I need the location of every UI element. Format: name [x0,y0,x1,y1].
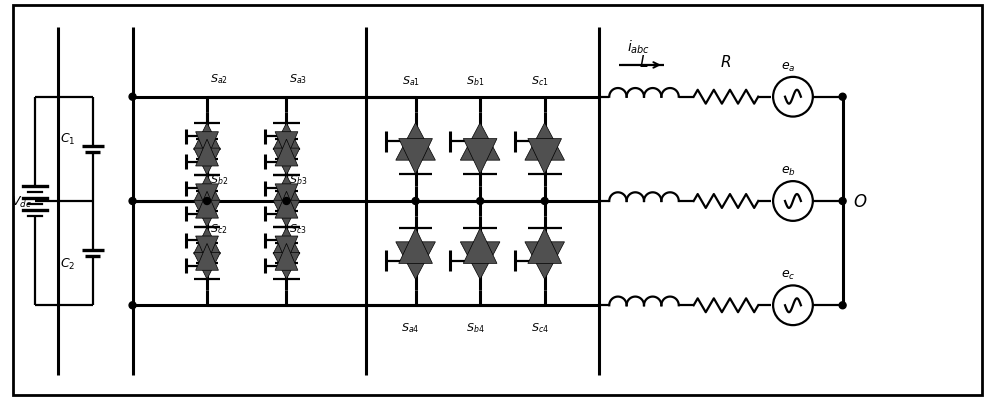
Polygon shape [399,139,432,174]
Circle shape [839,198,846,205]
Polygon shape [196,192,218,219]
Polygon shape [460,242,500,279]
Text: $O$: $O$ [853,192,867,211]
Polygon shape [196,132,218,159]
Text: $e_{b}$: $e_{b}$ [781,165,795,178]
Polygon shape [194,124,220,150]
Circle shape [283,198,290,205]
Polygon shape [275,237,298,263]
Polygon shape [196,244,218,271]
Polygon shape [273,253,300,279]
Text: $C_2$: $C_2$ [60,256,76,271]
Text: $R$: $R$ [720,54,732,70]
Circle shape [129,94,136,101]
Polygon shape [463,229,497,264]
Polygon shape [275,132,298,159]
Circle shape [204,198,211,205]
Polygon shape [273,124,300,150]
Text: $S_{a1}$: $S_{a1}$ [402,74,420,87]
Polygon shape [528,139,562,174]
Polygon shape [528,229,562,264]
Text: $V_{dc}$: $V_{dc}$ [11,194,32,209]
Polygon shape [525,124,565,161]
Polygon shape [275,184,298,211]
Text: $i_{abc}$: $i_{abc}$ [627,38,651,56]
Text: $L$: $L$ [639,54,649,70]
Text: $e_{c}$: $e_{c}$ [781,269,795,282]
Circle shape [129,302,136,309]
Text: $S_{b1}$: $S_{b1}$ [466,74,484,87]
Polygon shape [396,124,435,161]
Polygon shape [273,201,300,227]
Text: $e_{a}$: $e_{a}$ [781,61,795,74]
Polygon shape [194,149,220,176]
Polygon shape [460,124,500,161]
Text: $S_{c4}$: $S_{c4}$ [531,320,549,334]
Polygon shape [275,192,298,219]
Polygon shape [396,242,435,279]
Polygon shape [273,176,300,202]
Text: $S_{a2}$: $S_{a2}$ [210,72,228,85]
Text: $S_{a3}$: $S_{a3}$ [289,72,308,85]
Circle shape [541,198,548,205]
Polygon shape [194,176,220,202]
Circle shape [839,302,846,309]
Text: $C_1$: $C_1$ [60,132,76,147]
Polygon shape [196,184,218,211]
Polygon shape [525,242,565,279]
Polygon shape [273,149,300,176]
Polygon shape [194,253,220,279]
Circle shape [129,198,136,205]
Polygon shape [463,139,497,174]
Polygon shape [273,227,300,254]
Text: $S_{b4}$: $S_{b4}$ [466,320,484,334]
Text: $S_{c1}$: $S_{c1}$ [531,74,549,87]
Polygon shape [194,201,220,227]
Text: $S_{c2}$: $S_{c2}$ [210,222,228,236]
Circle shape [412,198,419,205]
Polygon shape [275,140,298,166]
Polygon shape [196,237,218,263]
Text: $S_{b3}$: $S_{b3}$ [289,173,308,186]
Polygon shape [194,227,220,254]
Polygon shape [196,140,218,166]
Circle shape [839,94,846,101]
Polygon shape [275,244,298,271]
Text: $S_{c3}$: $S_{c3}$ [289,222,307,236]
Text: $S_{b2}$: $S_{b2}$ [210,173,228,186]
Polygon shape [399,229,432,264]
Circle shape [477,198,484,205]
Text: $S_{a4}$: $S_{a4}$ [401,320,420,334]
